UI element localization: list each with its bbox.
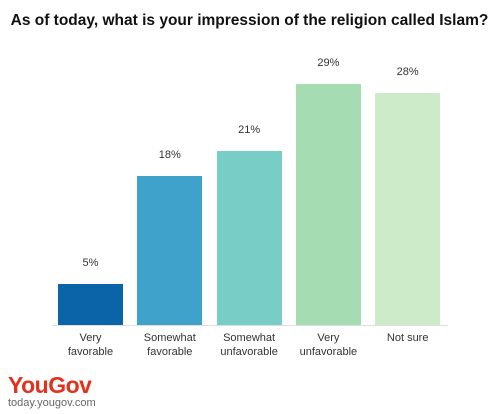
x-tick-label: Very unfavorable [299,332,358,358]
value-label: 18% [158,148,181,161]
logo: YouGov [8,372,92,398]
bar [295,84,361,325]
bar [137,175,203,325]
x-tick-label: Very favorable [67,332,114,358]
chart-title: As of today, what is your impression of … [10,12,489,29]
value-label: 5% [82,256,99,269]
value-label: 28% [396,65,419,78]
x-tick-label: Somewhat unfavorable [220,332,278,358]
baseline [52,325,448,326]
value-label: 29% [317,57,340,70]
x-tick-label: Not sure [386,332,429,344]
source-url: today.yougov.com [8,397,96,409]
value-label: 21% [238,123,261,136]
bar [216,150,282,325]
x-tick-label: Somewhat favorable [143,332,196,358]
bar [375,92,441,325]
bar [58,283,123,325]
